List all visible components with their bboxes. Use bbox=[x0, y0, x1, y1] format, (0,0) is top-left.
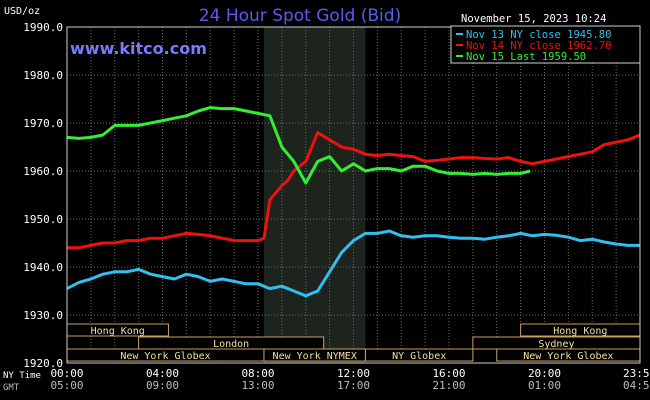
gmt-row-label: GMT bbox=[3, 383, 20, 393]
x-tick-label-gmt: 04:59 bbox=[623, 379, 650, 392]
x-tick-label-ny: 23:59 bbox=[623, 367, 650, 380]
legend-entry: Nov 14 NY close 1962.70 bbox=[466, 40, 611, 52]
chart-title: 24 Hour Spot Gold (Bid) bbox=[199, 6, 401, 26]
series-line-0 bbox=[66, 229, 640, 298]
legend-entry: Nov 13 NY close 1945.80 bbox=[466, 29, 611, 41]
x-tick-label-gmt: 05:00 bbox=[50, 379, 83, 392]
y-tick-label: 1920.0 bbox=[23, 357, 63, 370]
series-lines bbox=[66, 106, 641, 298]
x-tick-label-gmt: 17:00 bbox=[337, 379, 370, 392]
session-label: NY Globex bbox=[392, 351, 446, 362]
y-tick-label: 1980.0 bbox=[23, 69, 63, 82]
x-tick-label-gmt: 01:00 bbox=[528, 379, 561, 392]
session-label: Hong Kong bbox=[91, 326, 145, 337]
series-line-2 bbox=[66, 106, 531, 185]
x-tick-label-gmt: 13:00 bbox=[241, 379, 274, 392]
x-tick-label-ny: 16:00 bbox=[432, 367, 465, 380]
y-tick-label: 1940.0 bbox=[23, 261, 63, 274]
x-tick-label-gmt: 21:00 bbox=[432, 379, 465, 392]
y-tick-label: 1950.0 bbox=[23, 213, 63, 226]
legend-box bbox=[450, 25, 641, 64]
y-unit-label: USD/oz bbox=[4, 6, 40, 17]
y-tick-label: 1990.0 bbox=[23, 21, 63, 34]
plot-frame bbox=[66, 26, 641, 364]
axes: 1920.0 1930.0 1940.0 1950.0 1960.0 1970.0 1980… bbox=[3, 21, 650, 393]
x-tick-label-gmt: 09:00 bbox=[146, 379, 179, 392]
series-line-1 bbox=[67, 131, 641, 250]
x-tick-label-ny: 20:00 bbox=[528, 367, 561, 380]
x-tick-label-ny: 08:00 bbox=[241, 367, 274, 380]
session-label: New York Globex bbox=[523, 351, 613, 362]
ny-time-row-label: NY Time bbox=[3, 371, 41, 381]
session-label: London bbox=[213, 339, 249, 350]
website-label: www.kitco.com bbox=[70, 39, 207, 58]
y-tick-label: 1930.0 bbox=[23, 309, 63, 322]
session-label: New York Globex bbox=[120, 351, 210, 362]
session-label: Hong Kong bbox=[553, 326, 607, 337]
session-box bbox=[364, 348, 474, 362]
x-tick-label-ny: 12:00 bbox=[337, 367, 370, 380]
session-label: New York NYMEX bbox=[273, 351, 357, 362]
legend-entry: Nov 15 Last 1959.50 bbox=[466, 51, 586, 63]
timestamp: November 15, 2023 10:24 bbox=[461, 13, 606, 25]
y-tick-label: 1970.0 bbox=[23, 117, 63, 130]
y-tick-label: 1960.0 bbox=[23, 165, 63, 178]
nymex-shade bbox=[263, 27, 366, 363]
session-label: Sydney bbox=[538, 339, 574, 350]
gridlines bbox=[67, 27, 640, 363]
x-tick-label-ny: 04:00 bbox=[146, 367, 179, 380]
x-tick-label-ny: 00:00 bbox=[50, 367, 83, 380]
